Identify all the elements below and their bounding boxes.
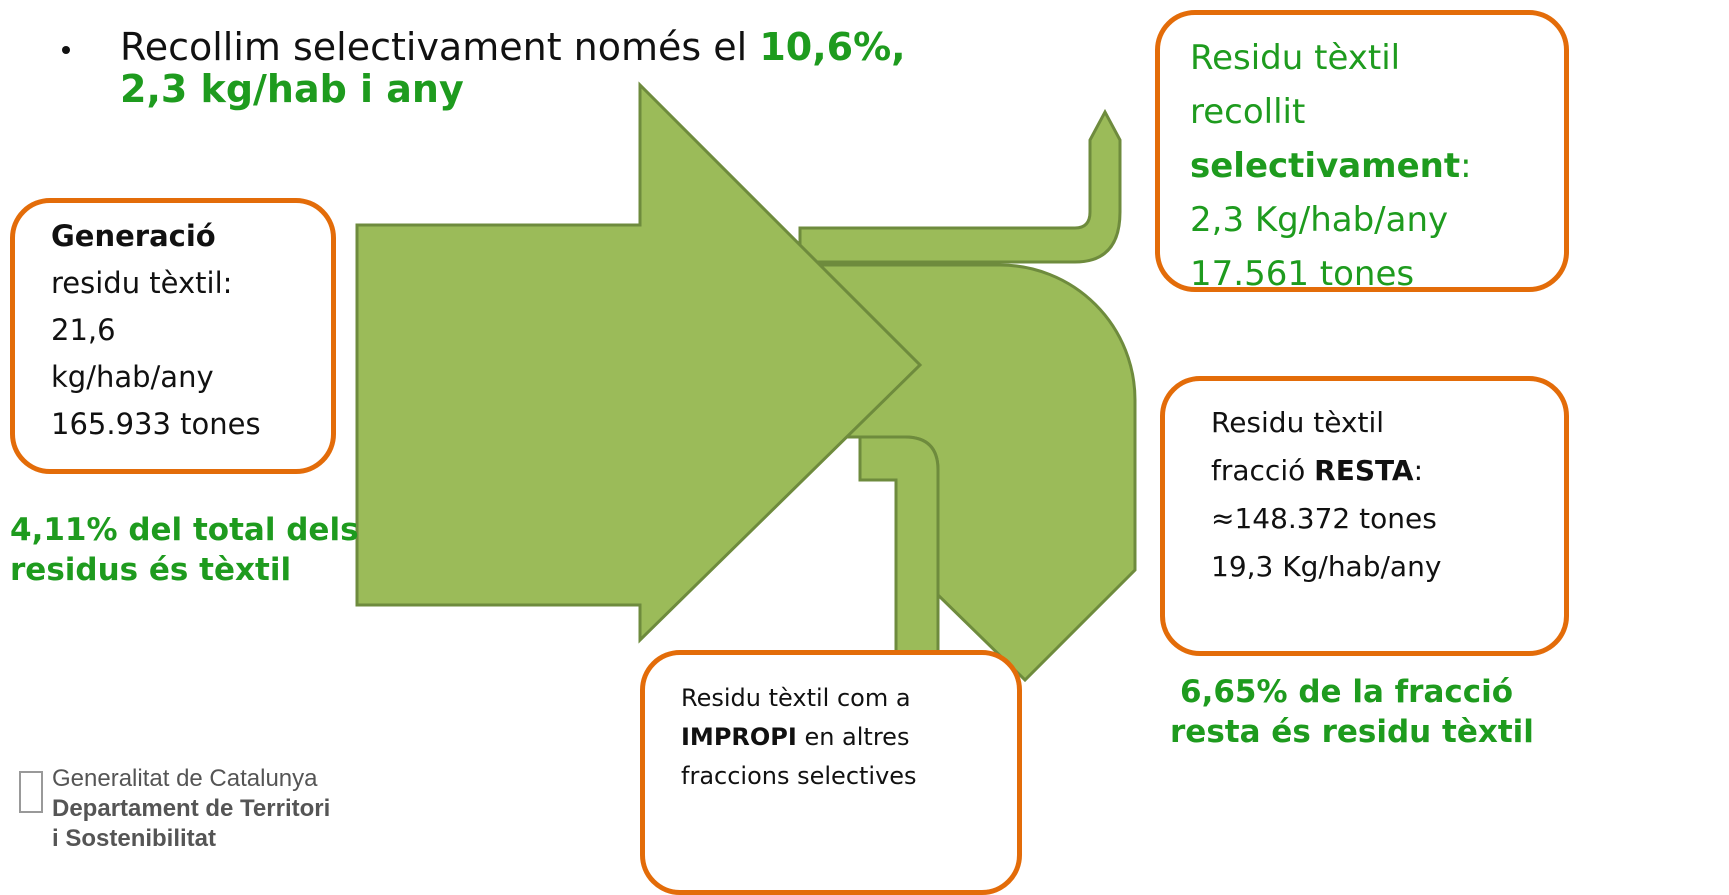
box-line: 165.933 tones <box>51 407 261 441</box>
box-bold: RESTA <box>1314 454 1414 487</box>
box-line: kg/hab/any <box>51 360 214 394</box>
box-line: Residu tèxtil <box>1211 406 1385 439</box>
bullet-highlight: 2,3 kg/hab i any <box>120 67 464 111</box>
box-suffix: en altres <box>796 723 910 751</box>
selective-box: Residu tèxtil recollit selectivament: 2,… <box>1155 10 1569 294</box>
box-line: fraccions selectives <box>681 762 917 790</box>
box-title: Generació <box>51 219 216 253</box>
main-arrow <box>355 81 923 644</box>
box-line: fracció <box>1211 454 1315 487</box>
selective-branch <box>798 108 1122 264</box>
logo-text: Generalitat de Catalunya Departament de … <box>52 764 330 854</box>
improper-branch <box>858 435 940 662</box>
box-line: ≈148.372 tones <box>1211 502 1437 535</box>
box-bold: selectivament <box>1190 146 1461 186</box>
box-line: 2,3 Kg/hab/any <box>1190 200 1449 240</box>
bullet-text: Recollim selectivament només el 10,6%, 2… <box>120 26 906 110</box>
note-line: residus és tèxtil <box>10 552 292 588</box>
box-line: 21,6 <box>51 313 116 347</box>
note-line: 4,11% del total dels <box>10 512 359 548</box>
box-bold: IMPROPI <box>681 723 797 751</box>
bullet-dot <box>62 46 70 54</box>
box-line: 17.561 tones <box>1190 254 1415 294</box>
box-suffix: : <box>1460 146 1472 186</box>
box-line: 19,3 Kg/hab/any <box>1211 550 1442 583</box>
generation-note: 4,11% del total dels residus és tèxtil <box>10 510 359 590</box>
logo-line: Departament de Territori <box>52 795 331 822</box>
box-line: recollit <box>1190 92 1306 132</box>
note-line: resta és residu tèxtil <box>1170 714 1534 750</box>
note-line: 6,65% de la fracció <box>1180 674 1514 710</box>
bullet-highlight: 10,6%, <box>759 25 906 69</box>
logo-line: Generalitat de Catalunya <box>52 765 318 792</box>
logo-emblem <box>19 771 43 813</box>
box-line: Residu tèxtil <box>1190 38 1401 78</box>
box-line: residu tèxtil: <box>51 266 233 300</box>
improper-box: Residu tèxtil com a IMPROPI en altres fr… <box>640 650 1022 895</box>
box-line: Residu tèxtil com a <box>681 684 911 712</box>
bullet-line: Recollim selectivament només el <box>120 25 760 69</box>
rest-box: Residu tèxtil fracció RESTA: ≈148.372 to… <box>1160 376 1569 656</box>
generation-box: Generació residu tèxtil: 21,6 kg/hab/any… <box>10 198 336 474</box>
logo-line: i Sostenibilitat <box>52 825 217 852</box>
box-suffix: : <box>1413 454 1424 487</box>
rest-note: 6,65% de la fracció resta és residu tèxt… <box>1170 672 1534 752</box>
